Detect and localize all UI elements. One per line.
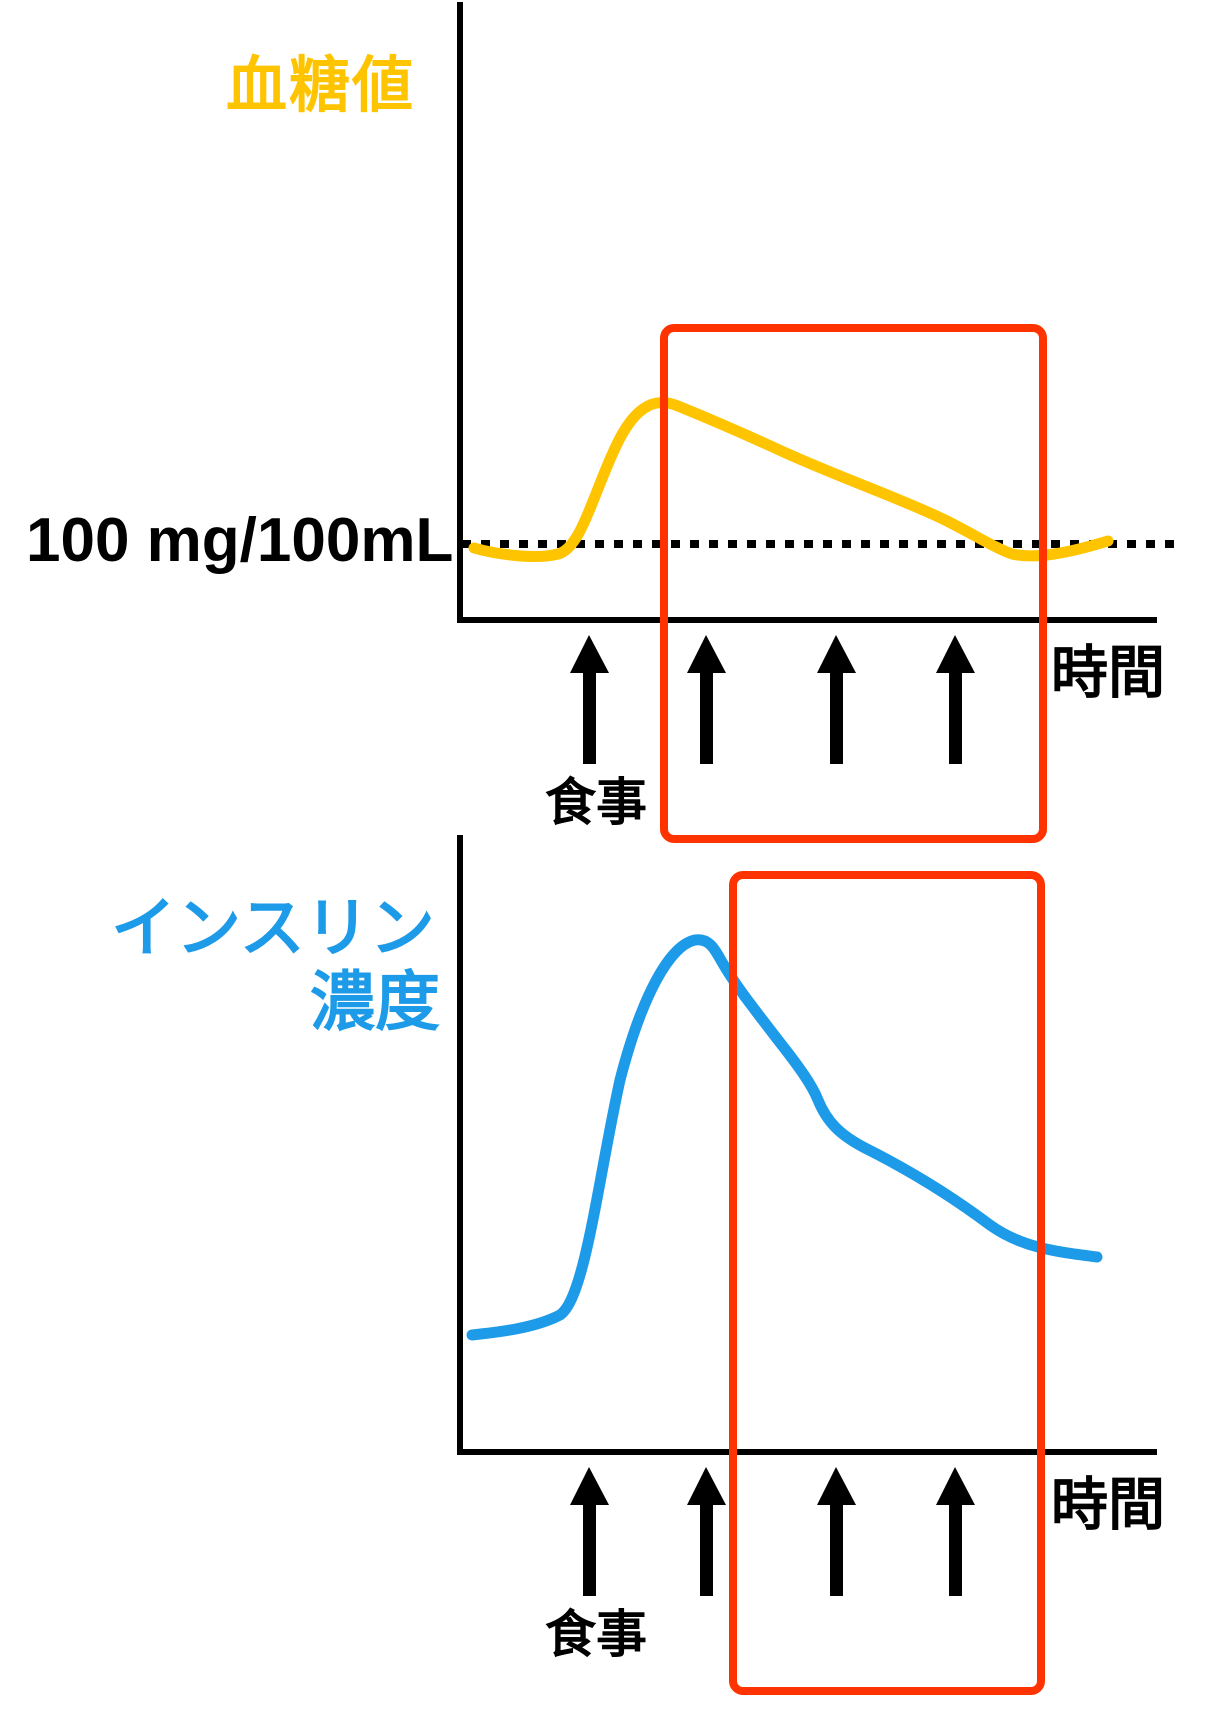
svg-text:食事: 食事 [545, 1606, 647, 1663]
svg-text:時間: 時間 [1051, 641, 1165, 705]
svg-text:濃度: 濃度 [310, 965, 440, 1038]
svg-text:血糖値: 血糖値 [226, 51, 415, 119]
svg-text:100 mg/100mL: 100 mg/100mL [26, 506, 453, 575]
svg-text:インスリン: インスリン [111, 891, 435, 964]
svg-text:食事: 食事 [545, 774, 647, 831]
svg-text:時間: 時間 [1051, 1473, 1165, 1537]
